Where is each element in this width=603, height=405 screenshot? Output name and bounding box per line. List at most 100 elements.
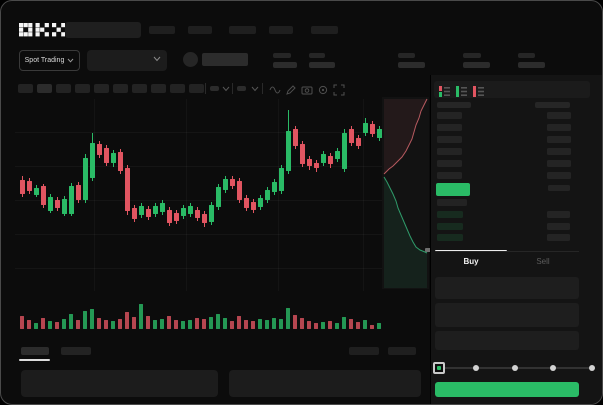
stat-value-placeholder [398, 62, 425, 68]
last-price-bar[interactable] [436, 183, 470, 196]
gridline-h [15, 234, 429, 235]
candle [69, 186, 74, 214]
tab-buy[interactable]: Buy [463, 256, 479, 266]
candle [258, 198, 263, 207]
volume-bar [34, 323, 38, 329]
candle [321, 154, 326, 163]
coin-avatar [183, 52, 198, 67]
ask-amount-placeholder [547, 148, 571, 155]
candle [251, 202, 256, 210]
bottom-action[interactable] [388, 347, 416, 355]
book-combined-icon[interactable] [439, 84, 450, 97]
book-header-price [437, 102, 471, 108]
order-input-field[interactable] [435, 331, 579, 350]
interval-button[interactable] [18, 84, 33, 93]
book-bids-icon[interactable] [456, 84, 467, 97]
interval-button[interactable] [56, 84, 71, 93]
candle [153, 206, 158, 214]
book-asks-icon[interactable] [473, 84, 484, 97]
search-input[interactable] [65, 22, 141, 38]
bottom-action[interactable] [349, 347, 379, 355]
candle [90, 143, 95, 178]
orderbook-view-toolbar [434, 81, 590, 98]
volume-bar [111, 321, 115, 329]
interval-button[interactable] [189, 84, 204, 93]
volume-bar [202, 319, 206, 329]
depth-chart[interactable] [382, 97, 429, 289]
chevron-down-icon[interactable] [222, 86, 230, 92]
nav-item[interactable] [229, 26, 256, 34]
volume-bar [188, 320, 192, 329]
interval-button[interactable] [132, 84, 147, 93]
tab-sell[interactable]: Sell [536, 256, 550, 266]
toolbar-divider [205, 83, 206, 94]
volume-bar [286, 308, 290, 329]
candle [293, 129, 298, 146]
pencil-icon[interactable] [285, 84, 296, 95]
candle [139, 206, 144, 215]
indicator-dropdown-label[interactable] [210, 86, 219, 91]
bottom-tab[interactable] [61, 347, 91, 355]
ask-price-placeholder [437, 172, 462, 179]
pair-selector[interactable] [87, 50, 167, 71]
volume-bar [314, 323, 318, 329]
candlestick-chart[interactable] [1, 1, 430, 404]
bid-price-placeholder [437, 223, 463, 230]
interval-button[interactable] [151, 84, 166, 93]
nav-item[interactable] [311, 26, 338, 34]
candle [216, 187, 221, 207]
ask-amount-placeholder [547, 124, 571, 131]
order-input-field[interactable] [435, 303, 579, 327]
volume-bar [167, 316, 171, 329]
camera-icon[interactable] [301, 84, 313, 95]
order-input-field[interactable] [435, 277, 579, 299]
bid-price-placeholder [437, 211, 463, 218]
okx-logo-icon[interactable] [19, 23, 65, 37]
nav-item[interactable] [188, 26, 212, 34]
volume-bar [265, 320, 269, 329]
candle [76, 185, 81, 200]
candle [349, 129, 354, 143]
candle [328, 156, 333, 164]
candle [195, 210, 200, 218]
market-type-selector[interactable]: Spot Trading [19, 50, 80, 71]
candle [272, 182, 277, 192]
volume-bar [349, 319, 353, 329]
candle [132, 208, 137, 219]
bottom-tab[interactable] [21, 347, 49, 355]
candle [167, 210, 172, 223]
slider-handle[interactable] [433, 362, 445, 374]
interval-button[interactable] [75, 84, 90, 93]
nav-item[interactable] [149, 26, 175, 34]
buy-submit-button[interactable] [435, 382, 579, 397]
interval-button[interactable] [113, 84, 128, 93]
volume-bar [209, 317, 213, 329]
stat-value-placeholder [463, 62, 490, 68]
slider-stop[interactable] [473, 365, 479, 371]
settings-icon[interactable] [317, 84, 328, 95]
volume-bar [321, 322, 325, 329]
interval-button[interactable] [170, 84, 185, 93]
fullscreen-icon[interactable] [333, 84, 345, 96]
volume-bar [293, 315, 297, 329]
volume-bar [125, 312, 129, 329]
wave-icon[interactable] [269, 84, 281, 94]
interval-button[interactable] [94, 84, 109, 93]
interval-button[interactable] [37, 84, 52, 93]
stat-label-placeholder [463, 53, 481, 58]
candle [223, 179, 228, 190]
candle [286, 131, 291, 171]
volume-bar [216, 314, 220, 329]
slider-stop[interactable] [550, 365, 556, 371]
candle [244, 198, 249, 208]
candle [83, 158, 88, 200]
gridline-h [15, 166, 429, 167]
gridline-v [186, 99, 187, 291]
slider-stop[interactable] [512, 365, 518, 371]
bottom-panel [229, 370, 421, 397]
chevron-down-icon[interactable] [251, 86, 259, 92]
slider-stop[interactable] [589, 365, 595, 371]
nav-item[interactable] [269, 26, 293, 34]
indicator-dropdown-label[interactable] [237, 86, 246, 91]
book-header-amount [535, 102, 570, 108]
